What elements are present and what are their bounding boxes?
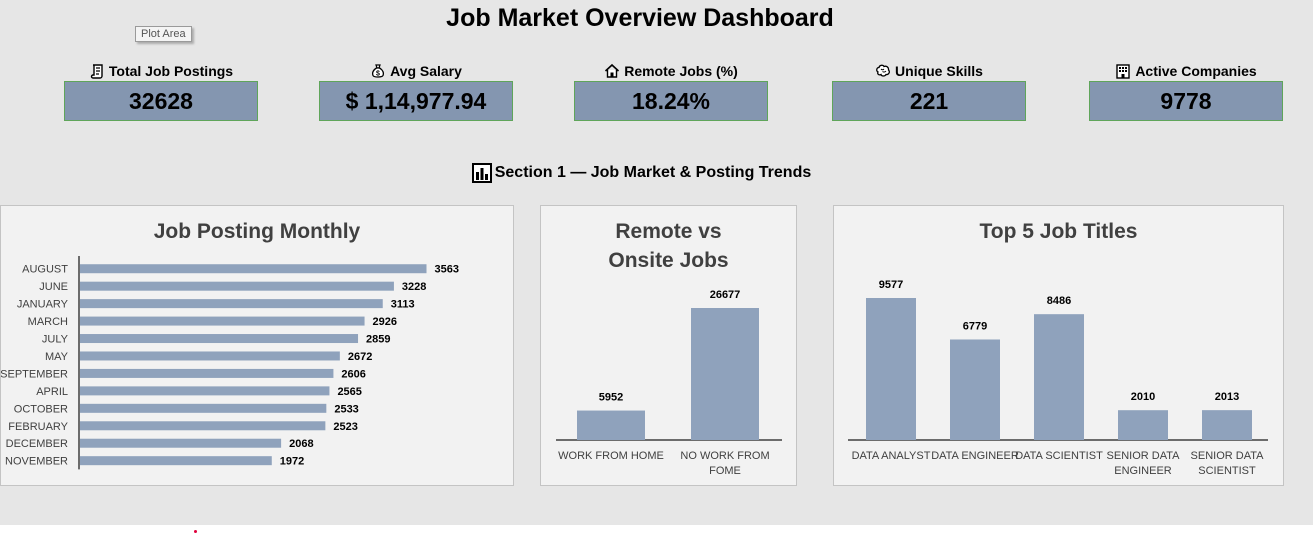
kpi-value-box: 32628 — [64, 81, 258, 121]
data-label-november: 1972 — [280, 456, 304, 468]
category-label-data-engineer: DATA ENGINEER — [931, 450, 1019, 462]
bar-may — [80, 351, 340, 361]
remote-chart-svg: 5952 WORK FROM HOME 26677 NO WORK FROM FOME — [556, 289, 782, 477]
data-label-december: 2068 — [289, 438, 313, 450]
category-label-senior-data-engineer: SENIOR DATA ENGINEER — [1107, 450, 1181, 477]
kpi-value-box: 221 — [832, 81, 1026, 121]
bar-july — [80, 334, 359, 344]
category-label-march: MARCH — [28, 316, 68, 328]
category-label-0: WORK FROM HOME — [558, 450, 664, 462]
cursor-dot — [194, 530, 197, 533]
data-label-january: 3113 — [391, 299, 415, 311]
svg-text:$: $ — [376, 70, 380, 77]
category-label-senior-data-scientist: SENIOR DATA SCIENTIST — [1191, 450, 1265, 477]
kpi-label: $ Avg Salary — [319, 61, 513, 80]
section-heading-text: Section 1 — Job Market & Posting Trends — [494, 164, 812, 181]
bar-june — [80, 281, 394, 291]
kpi-label-text: Active Companies — [1135, 62, 1257, 79]
bar-senior-data-engineer — [1118, 410, 1168, 440]
bar-data-engineer — [950, 339, 1000, 440]
data-label-july: 2859 — [366, 334, 390, 346]
category-label-april: APRIL — [36, 386, 68, 398]
section-heading: Section 1 — Job Market & Posting Trends — [0, 163, 1283, 183]
category-label-august: AUGUST — [22, 264, 68, 276]
data-label-1: 26677 — [710, 289, 741, 301]
data-label-senior-data-engineer: 2010 — [1131, 391, 1155, 403]
kpi-remote-jobs[interactable]: Remote Jobs (%) 18.24% — [574, 61, 768, 121]
data-label-data-scientist: 8486 — [1047, 295, 1071, 307]
chart-remote-vs-onsite[interactable]: Remote vs Onsite Jobs 5952 WORK FROM HOME… — [540, 205, 797, 486]
titles-chart-svg: 9577 DATA ANALYST 6779 DATA ENGINEER 8486 DAT… — [848, 279, 1268, 477]
category-label-july: JULY — [42, 334, 69, 346]
kpi-label-text: Avg Salary — [390, 62, 462, 79]
kpi-value-box: $ 1,14,977.94 — [319, 81, 513, 121]
dashboard-title: Job Market Overview Dashboard — [446, 4, 834, 32]
data-label-april: 2565 — [337, 386, 361, 398]
kpi-label: Unique Skills — [832, 61, 1026, 80]
data-label-february: 2523 — [333, 421, 357, 433]
bar-december — [80, 438, 282, 448]
category-label-may: MAY — [45, 351, 69, 363]
category-label-january: JANUARY — [17, 299, 69, 311]
money-bag-icon: $ — [372, 63, 385, 78]
category-label-november: NOVEMBER — [5, 456, 68, 468]
kpi-label-text: Total Job Postings — [108, 62, 234, 79]
kpi-label: Remote Jobs (%) — [574, 61, 768, 80]
chart-title: Remote vs Onsite Jobs — [608, 220, 729, 272]
category-label-data-scientist: DATA SCIENTIST — [1015, 450, 1103, 462]
data-label-june: 3228 — [402, 281, 426, 293]
bar-november — [80, 456, 272, 466]
data-label-senior-data-scientist: 2013 — [1215, 391, 1239, 403]
bar-september — [80, 368, 334, 378]
house-icon — [605, 63, 620, 78]
category-label-june: JUNE — [39, 281, 68, 293]
kpi-active-companies[interactable]: Active Companies 9778 — [1089, 61, 1283, 121]
data-label-data-engineer: 6779 — [963, 320, 987, 332]
bar-march — [80, 316, 365, 326]
bar-february — [80, 421, 326, 431]
category-label-september: SEPTEMBER — [1, 368, 68, 380]
bar-data-analyst — [866, 298, 916, 440]
bar-work-from-home — [577, 410, 645, 440]
data-label-march: 2926 — [373, 316, 397, 328]
category-label-data-analyst: DATA ANALYST — [852, 450, 931, 462]
bar-no-work-from-home — [691, 308, 759, 440]
bar-october — [80, 403, 327, 413]
bar-senior-data-scientist — [1202, 410, 1252, 440]
kpi-label-text: Remote Jobs (%) — [624, 62, 738, 79]
bar-data-scientist — [1034, 314, 1084, 440]
kpi-label: Total Job Postings — [64, 61, 258, 80]
monthly-chart-svg: AUGUST 3563 JUNE 3228 JANUARY 3113 MARCH 2926 JU… — [1, 256, 459, 470]
chart-title: Job Posting Monthly — [153, 220, 361, 243]
kpi-value-box: 18.24% — [574, 81, 768, 121]
data-label-september: 2606 — [341, 368, 365, 380]
bar-august — [80, 264, 427, 274]
chart-top-job-titles[interactable]: Top 5 Job Titles 9577 DATA ANALYST 6779 DAT… — [833, 205, 1284, 486]
bar-april — [80, 386, 330, 396]
data-label-0: 5952 — [599, 392, 623, 404]
kpi-unique-skills[interactable]: Unique Skills 221 — [832, 61, 1026, 121]
chart-job-posting-monthly[interactable]: Job Posting Monthly AUGUST 3563 JUNE 3228 JA… — [0, 205, 514, 486]
brain-icon — [876, 64, 890, 77]
category-label-december: DECEMBER — [6, 438, 68, 450]
office-building-icon — [1116, 63, 1131, 79]
chart-title: Top 5 Job Titles — [979, 220, 1138, 243]
category-label-february: FEBRUARY — [8, 421, 68, 433]
bar-january — [80, 299, 383, 309]
bar-chart-icon — [471, 163, 492, 183]
data-label-may: 2672 — [348, 351, 372, 363]
kpi-total-job-postings[interactable]: Total Job Postings 32628 — [64, 61, 258, 121]
plot-area-tooltip: Plot Area — [135, 26, 192, 42]
kpi-value-box: 9778 — [1089, 81, 1283, 121]
category-label-october: OCTOBER — [14, 403, 68, 415]
data-label-august: 3563 — [435, 264, 459, 276]
data-label-data-analyst: 9577 — [879, 279, 903, 291]
kpi-label: Active Companies — [1089, 61, 1283, 80]
data-label-october: 2533 — [334, 403, 358, 415]
kpi-avg-salary[interactable]: $ Avg Salary $ 1,14,977.94 — [319, 61, 513, 121]
scroll-icon — [90, 63, 103, 79]
kpi-label-text: Unique Skills — [895, 62, 983, 79]
category-label-1: NO WORK FROM FOME — [680, 450, 769, 477]
